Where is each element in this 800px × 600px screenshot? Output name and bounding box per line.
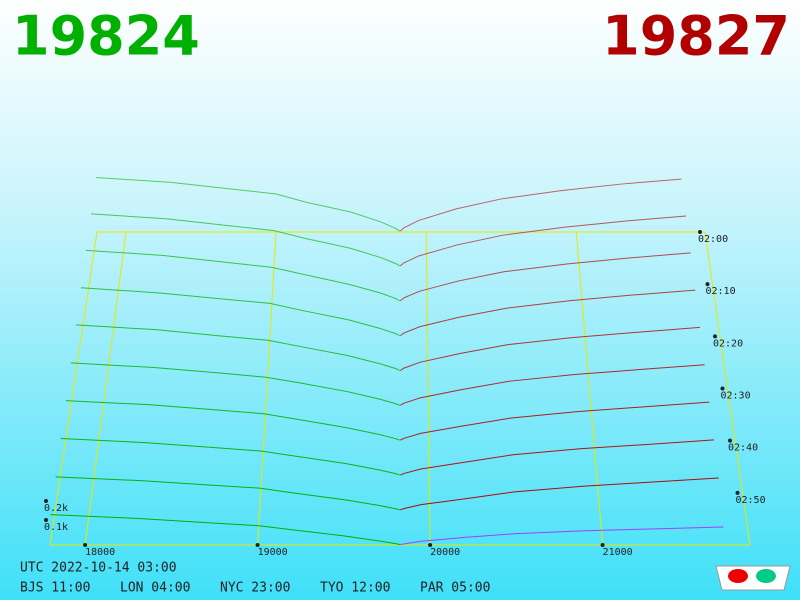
time-tick [735, 490, 740, 495]
ask-depth-line [399, 326, 701, 371]
zone-time: PAR 05:00 [420, 581, 490, 596]
bid-depth-line [60, 438, 400, 476]
depth-tick [44, 518, 48, 522]
time-tick [698, 230, 702, 234]
price-tick [83, 543, 88, 547]
time-tick-label: 02:50 [736, 495, 766, 506]
ask-depth-line [399, 178, 682, 232]
time-tick-label: 02:30 [721, 391, 751, 402]
bid-depth-line [95, 176, 401, 232]
time-tick-label: 02:40 [728, 443, 758, 454]
time-tick [705, 282, 710, 287]
ask-depth-line [400, 439, 715, 476]
ask-depth-line [399, 252, 691, 302]
ask-depth-line [399, 289, 696, 337]
time-tick [728, 438, 732, 443]
depth-tick-label: 0.2k [44, 503, 68, 514]
glasses-icon [715, 565, 791, 591]
price-tick-label: 21000 [603, 547, 633, 558]
bid-price: 19824 [12, 5, 200, 68]
price-tick-label: 18000 [85, 547, 115, 558]
time-tick [713, 334, 717, 339]
zone-time: LON 04:00 [120, 581, 190, 596]
price-tick [600, 543, 605, 547]
zone-time: BJS 11:00 [20, 581, 90, 596]
price-grid-line [425, 231, 431, 546]
time-tick [720, 386, 725, 391]
depth-tick-label: 0.1k [44, 522, 68, 533]
bid-depth-line [65, 400, 400, 441]
ask-price: 19827 [602, 5, 790, 68]
bid-depth-line [70, 362, 400, 406]
ask-depth-line [400, 526, 724, 546]
bid-depth-line [50, 514, 400, 546]
ask-depth-line [399, 364, 705, 406]
floor-edge [49, 231, 98, 546]
price-tick [428, 543, 433, 547]
time-tick-label: 02:20 [713, 338, 743, 349]
price-tick-label: 19000 [258, 547, 288, 558]
price-grid-line [257, 231, 277, 546]
bid-depth-line [75, 324, 400, 372]
zone-time: TYO 12:00 [320, 581, 390, 596]
floor-edge [704, 231, 751, 546]
ask-depth-line [400, 401, 710, 441]
utc-time: UTC 2022-10-14 03:00 [20, 561, 177, 576]
time-tick-label: 02:10 [706, 286, 736, 297]
bid-depth-line [80, 287, 400, 337]
depth-tick [44, 499, 48, 503]
time-tick-label: 02:00 [698, 234, 728, 245]
ask-depth-line [399, 215, 687, 267]
bid-depth-line [55, 476, 400, 511]
ask-depth-line [400, 477, 719, 511]
price-grid-line [84, 231, 127, 546]
price-grid-line [575, 231, 604, 546]
price-tick [255, 543, 260, 547]
zone-time: NYC 23:00 [220, 581, 290, 596]
bid-depth-line [85, 249, 401, 302]
bid-depth-line [90, 213, 401, 267]
price-tick-label: 20000 [430, 547, 460, 558]
